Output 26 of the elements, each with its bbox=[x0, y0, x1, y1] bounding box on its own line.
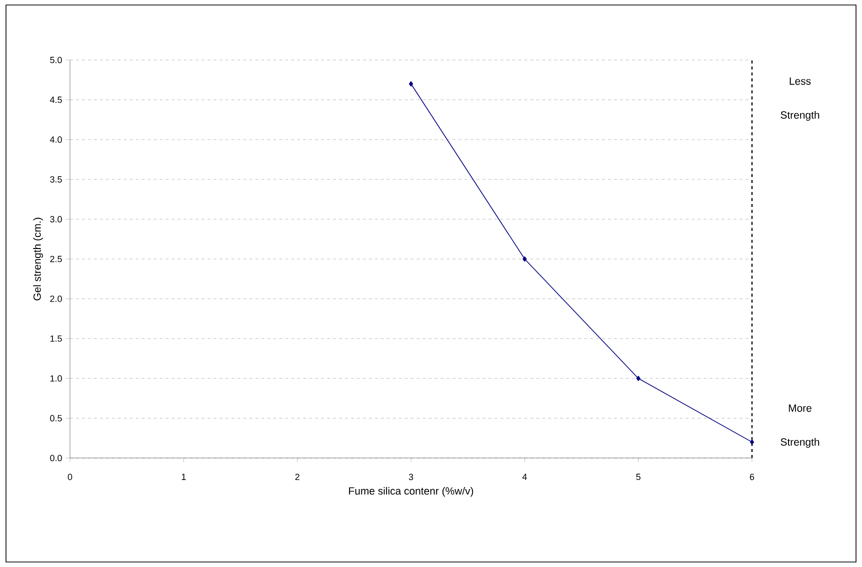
x-tick-label: 6 bbox=[750, 474, 754, 480]
y-axis-title: Gel strength (cm.) bbox=[33, 218, 43, 300]
point bbox=[636, 376, 640, 381]
x-tick-label: 4 bbox=[522, 474, 527, 480]
y-tick-label: 0.0 bbox=[50, 454, 62, 462]
point bbox=[522, 256, 527, 262]
y-tick-label: 3.0 bbox=[50, 216, 62, 222]
x-tick-label: 5 bbox=[636, 474, 640, 480]
text: Less Strength bbox=[780, 78, 820, 121]
x-axis-title: Fume silica contenr (%w/v) bbox=[349, 486, 474, 497]
y-tick-label: 2.5 bbox=[50, 256, 62, 262]
y-tick-label: 5.0 bbox=[50, 56, 62, 64]
y-tick-label: 1.0 bbox=[50, 375, 62, 382]
x-tick-label: 3 bbox=[408, 474, 414, 480]
y-tick-label: 2.0 bbox=[50, 296, 62, 302]
y-tick-label: 4.5 bbox=[50, 96, 62, 103]
y-tick-label: 0.5 bbox=[50, 415, 62, 422]
y-tick-label: 4.0 bbox=[50, 136, 62, 143]
x-tick-label: 2 bbox=[295, 474, 300, 480]
text: More Strength bbox=[780, 404, 820, 448]
x-tick-label: 1 bbox=[182, 474, 186, 480]
x-tick-label: 0 bbox=[68, 474, 72, 480]
y-tick-label: 1.5 bbox=[50, 335, 62, 342]
point bbox=[750, 439, 754, 445]
point bbox=[408, 81, 414, 86]
y-tick-label: 3.5 bbox=[50, 176, 62, 183]
